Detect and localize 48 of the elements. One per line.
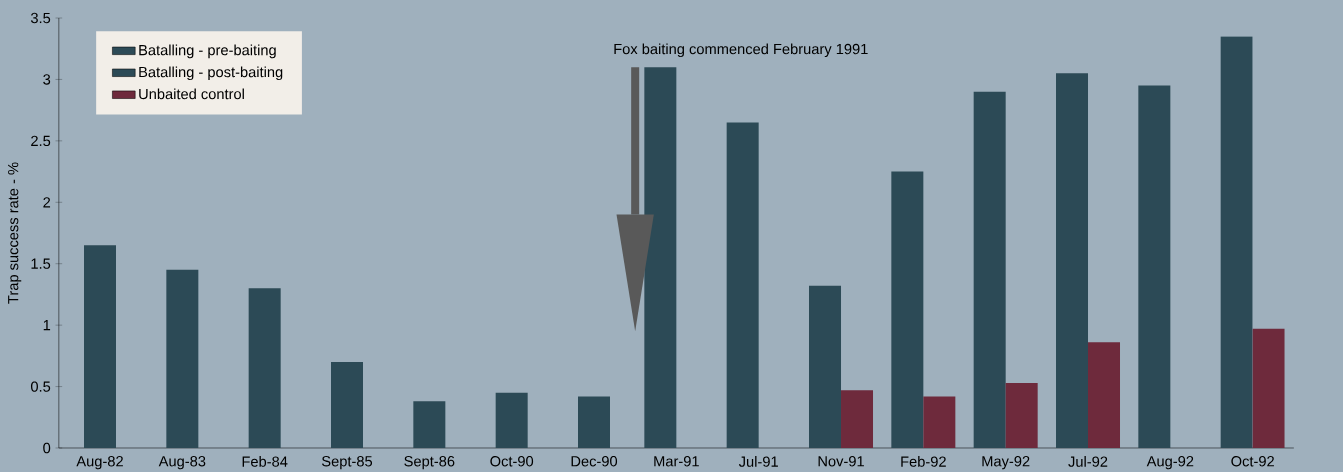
x-tick-label: Oct-92 <box>1231 456 1274 467</box>
bar <box>413 401 446 448</box>
x-tick-label: Dec-90 <box>571 456 618 467</box>
x-tick-label: Mar-91 <box>654 456 699 467</box>
legend-label: Batalling - post-baiting <box>139 66 283 81</box>
y-tick-label: 3.5 <box>30 12 51 24</box>
bar <box>644 67 677 448</box>
x-tick-label: Jul-92 <box>1068 456 1108 467</box>
y-axis-title: Trap success rate - % <box>8 162 22 304</box>
annotation: Fox baiting commenced February 1991 <box>614 43 868 58</box>
bar <box>1138 85 1171 448</box>
bar <box>973 91 1006 448</box>
bar <box>248 288 281 448</box>
x-tick-label: Sept-86 <box>404 456 455 470</box>
x-tick-label: Sept-85 <box>321 456 373 470</box>
bar <box>1005 382 1038 448</box>
bar <box>331 362 363 448</box>
legend-label: Unbaited control <box>139 88 244 100</box>
y-tick-label: 0.5 <box>30 381 51 392</box>
x-tick-label: Nov-91 <box>818 456 864 467</box>
y-tick-label: 3 <box>43 74 51 85</box>
y-tick-label: 2 <box>43 197 51 208</box>
bar <box>726 122 759 448</box>
y-tick-label: 0 <box>43 442 51 454</box>
y-tick-label: 2.5 <box>31 135 51 147</box>
bar <box>1220 36 1253 448</box>
bar <box>84 245 116 448</box>
x-tick-label: Aug-82 <box>76 456 123 470</box>
x-tick-label: Aug-92 <box>1146 456 1194 470</box>
legend-label: Batalling - pre-baiting <box>139 44 276 59</box>
x-tick-label: Oct-90 <box>490 456 534 467</box>
x-tick-label: Feb-92 <box>901 456 946 467</box>
x-tick-label: May-92 <box>982 456 1030 470</box>
bar <box>1056 73 1089 448</box>
bar <box>1252 328 1285 448</box>
bar <box>809 285 842 448</box>
x-tick-label: Feb-84 <box>242 456 288 467</box>
bar <box>166 269 199 448</box>
y-tick-label: 1 <box>43 320 51 331</box>
x-tick-label: Jul-91 <box>738 456 778 467</box>
x-tick-label: Aug-83 <box>158 456 206 470</box>
bar <box>841 390 874 448</box>
bar <box>1088 342 1121 448</box>
bar <box>495 392 528 448</box>
y-tick-label: 1.5 <box>31 258 51 269</box>
bar <box>923 396 956 448</box>
bar <box>578 396 611 448</box>
bar <box>891 171 924 448</box>
